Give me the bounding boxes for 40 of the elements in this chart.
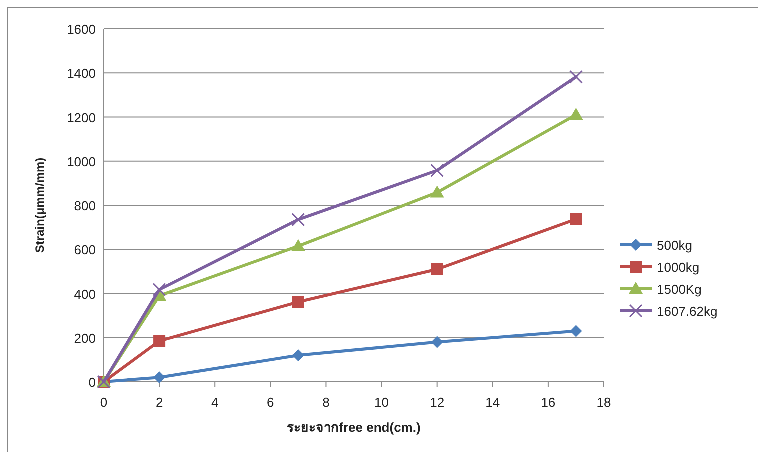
point — [431, 263, 444, 276]
point — [570, 325, 582, 338]
point — [154, 372, 166, 384]
x-axis-title: ระยะจากfree end(cm.) — [287, 420, 421, 435]
legend-label: 1500Kg — [657, 282, 702, 297]
x-tick-label: 2 — [156, 395, 164, 410]
point — [292, 350, 304, 362]
point — [292, 213, 306, 227]
x-tick-label: 10 — [374, 395, 390, 410]
y-tick-label: 200 — [74, 330, 96, 346]
point — [569, 70, 583, 84]
y-tick-label: 600 — [74, 242, 96, 258]
x-tick-label: 18 — [596, 395, 612, 410]
point — [569, 108, 584, 120]
x-tick-label: 14 — [486, 395, 500, 410]
point — [430, 186, 444, 198]
legend-label: 1607.62kg — [657, 304, 718, 319]
x-tick-label: 8 — [322, 395, 330, 410]
x-tick-label: 4 — [211, 395, 219, 410]
x-tick-label: 6 — [267, 395, 274, 410]
point — [570, 213, 582, 226]
point — [291, 239, 306, 252]
y-tick-label: 0 — [88, 375, 96, 390]
point — [431, 336, 444, 348]
y-tick-label: 1600 — [67, 22, 96, 37]
y-tick-label: 1200 — [67, 110, 96, 126]
y-axis-title: Strain(μmm/mm) — [33, 158, 47, 254]
y-tick-label: 1000 — [67, 154, 96, 170]
legend-label: 500kg — [657, 238, 692, 253]
y-tick-label: 1400 — [67, 66, 96, 82]
legend-label: 1000kg — [657, 260, 700, 275]
y-tick-label: 400 — [74, 286, 96, 302]
point — [154, 335, 166, 348]
point — [152, 283, 166, 297]
x-tick-label: 12 — [430, 395, 445, 410]
x-tick-label: 0 — [100, 395, 108, 410]
y-tick-label: 800 — [74, 198, 96, 214]
point — [292, 296, 304, 308]
point — [430, 164, 444, 178]
x-tick-label: 16 — [541, 395, 556, 410]
